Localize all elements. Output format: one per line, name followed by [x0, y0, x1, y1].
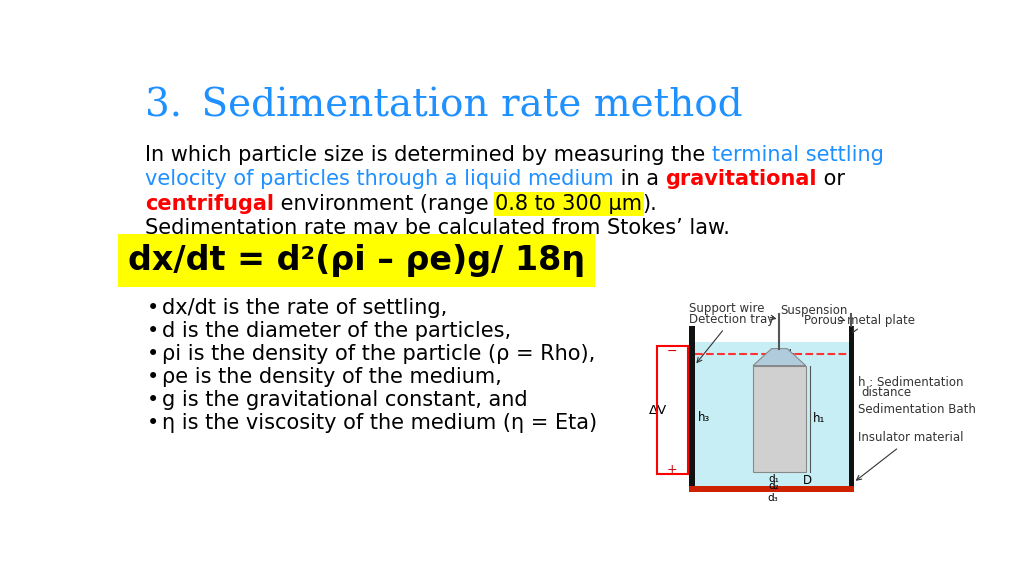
Text: h₁: h₁: [813, 412, 825, 425]
Bar: [689, 486, 854, 492]
Text: g is the gravitational constant, and: g is the gravitational constant, and: [162, 390, 527, 410]
Text: Detection tray: Detection tray: [689, 313, 774, 362]
Text: ρi is the density of the particle (ρ = Rho),: ρi is the density of the particle (ρ = R…: [162, 344, 595, 364]
Text: d₃: d₃: [768, 494, 778, 503]
Polygon shape: [753, 348, 806, 366]
Text: d is the diameter of the particles,: d is the diameter of the particles,: [162, 321, 511, 341]
Text: centrifugal: centrifugal: [145, 194, 274, 214]
Bar: [753, 366, 806, 472]
Text: environment (range: environment (range: [274, 194, 496, 214]
Bar: [656, 346, 687, 474]
Text: ).: ).: [642, 194, 657, 214]
Text: •: •: [146, 414, 159, 433]
Bar: [694, 343, 849, 486]
Bar: [849, 325, 854, 486]
Text: Suspension: Suspension: [780, 304, 848, 321]
Text: •: •: [146, 321, 159, 341]
Text: Sedimentation Bath: Sedimentation Bath: [858, 403, 976, 415]
Text: Porous metal plate: Porous metal plate: [804, 314, 914, 333]
Text: ρe is the density of the medium,: ρe is the density of the medium,: [162, 367, 502, 387]
Text: Sedimentation rate may be calculated from Stokes’ law.: Sedimentation rate may be calculated fro…: [145, 218, 730, 238]
Text: gravitational: gravitational: [666, 169, 817, 190]
Text: 0.8 to 300 μm: 0.8 to 300 μm: [496, 194, 642, 214]
Text: •: •: [146, 344, 159, 364]
Text: 3. Sedimentation rate method: 3. Sedimentation rate method: [145, 88, 742, 124]
Text: h : Sedimentation: h : Sedimentation: [858, 376, 964, 389]
Text: D: D: [803, 474, 812, 487]
Text: In which particle size is determined by measuring the: In which particle size is determined by …: [145, 145, 712, 165]
Text: d₃: d₃: [784, 348, 795, 359]
Text: terminal settling: terminal settling: [712, 145, 884, 165]
Text: h₃: h₃: [697, 411, 710, 425]
Text: Support wire: Support wire: [689, 302, 775, 320]
Text: Insulator material: Insulator material: [856, 431, 964, 480]
Text: η is the viscosity of the medium (η = Eta): η is the viscosity of the medium (η = Et…: [162, 414, 597, 433]
Text: +: +: [667, 463, 677, 476]
Text: •: •: [146, 390, 159, 410]
Text: −: −: [667, 344, 677, 358]
Bar: [689, 325, 694, 486]
Text: velocity of particles through a liquid medium: velocity of particles through a liquid m…: [145, 169, 613, 190]
Text: dx/dt = d²(ρi – ρe)g/ 18η: dx/dt = d²(ρi – ρe)g/ 18η: [128, 244, 585, 278]
Text: or: or: [817, 169, 845, 190]
Text: •: •: [146, 367, 159, 387]
Text: dx/dt is the rate of settling,: dx/dt is the rate of settling,: [162, 298, 447, 318]
Text: d₂: d₂: [769, 481, 779, 491]
Text: distance: distance: [861, 385, 911, 399]
Text: in a: in a: [613, 169, 666, 190]
Text: d₁: d₁: [769, 474, 779, 484]
Text: •: •: [146, 298, 159, 318]
Text: ΔV: ΔV: [649, 404, 667, 416]
